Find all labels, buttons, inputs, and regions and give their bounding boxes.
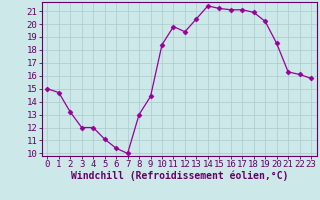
X-axis label: Windchill (Refroidissement éolien,°C): Windchill (Refroidissement éolien,°C) [70, 171, 288, 181]
